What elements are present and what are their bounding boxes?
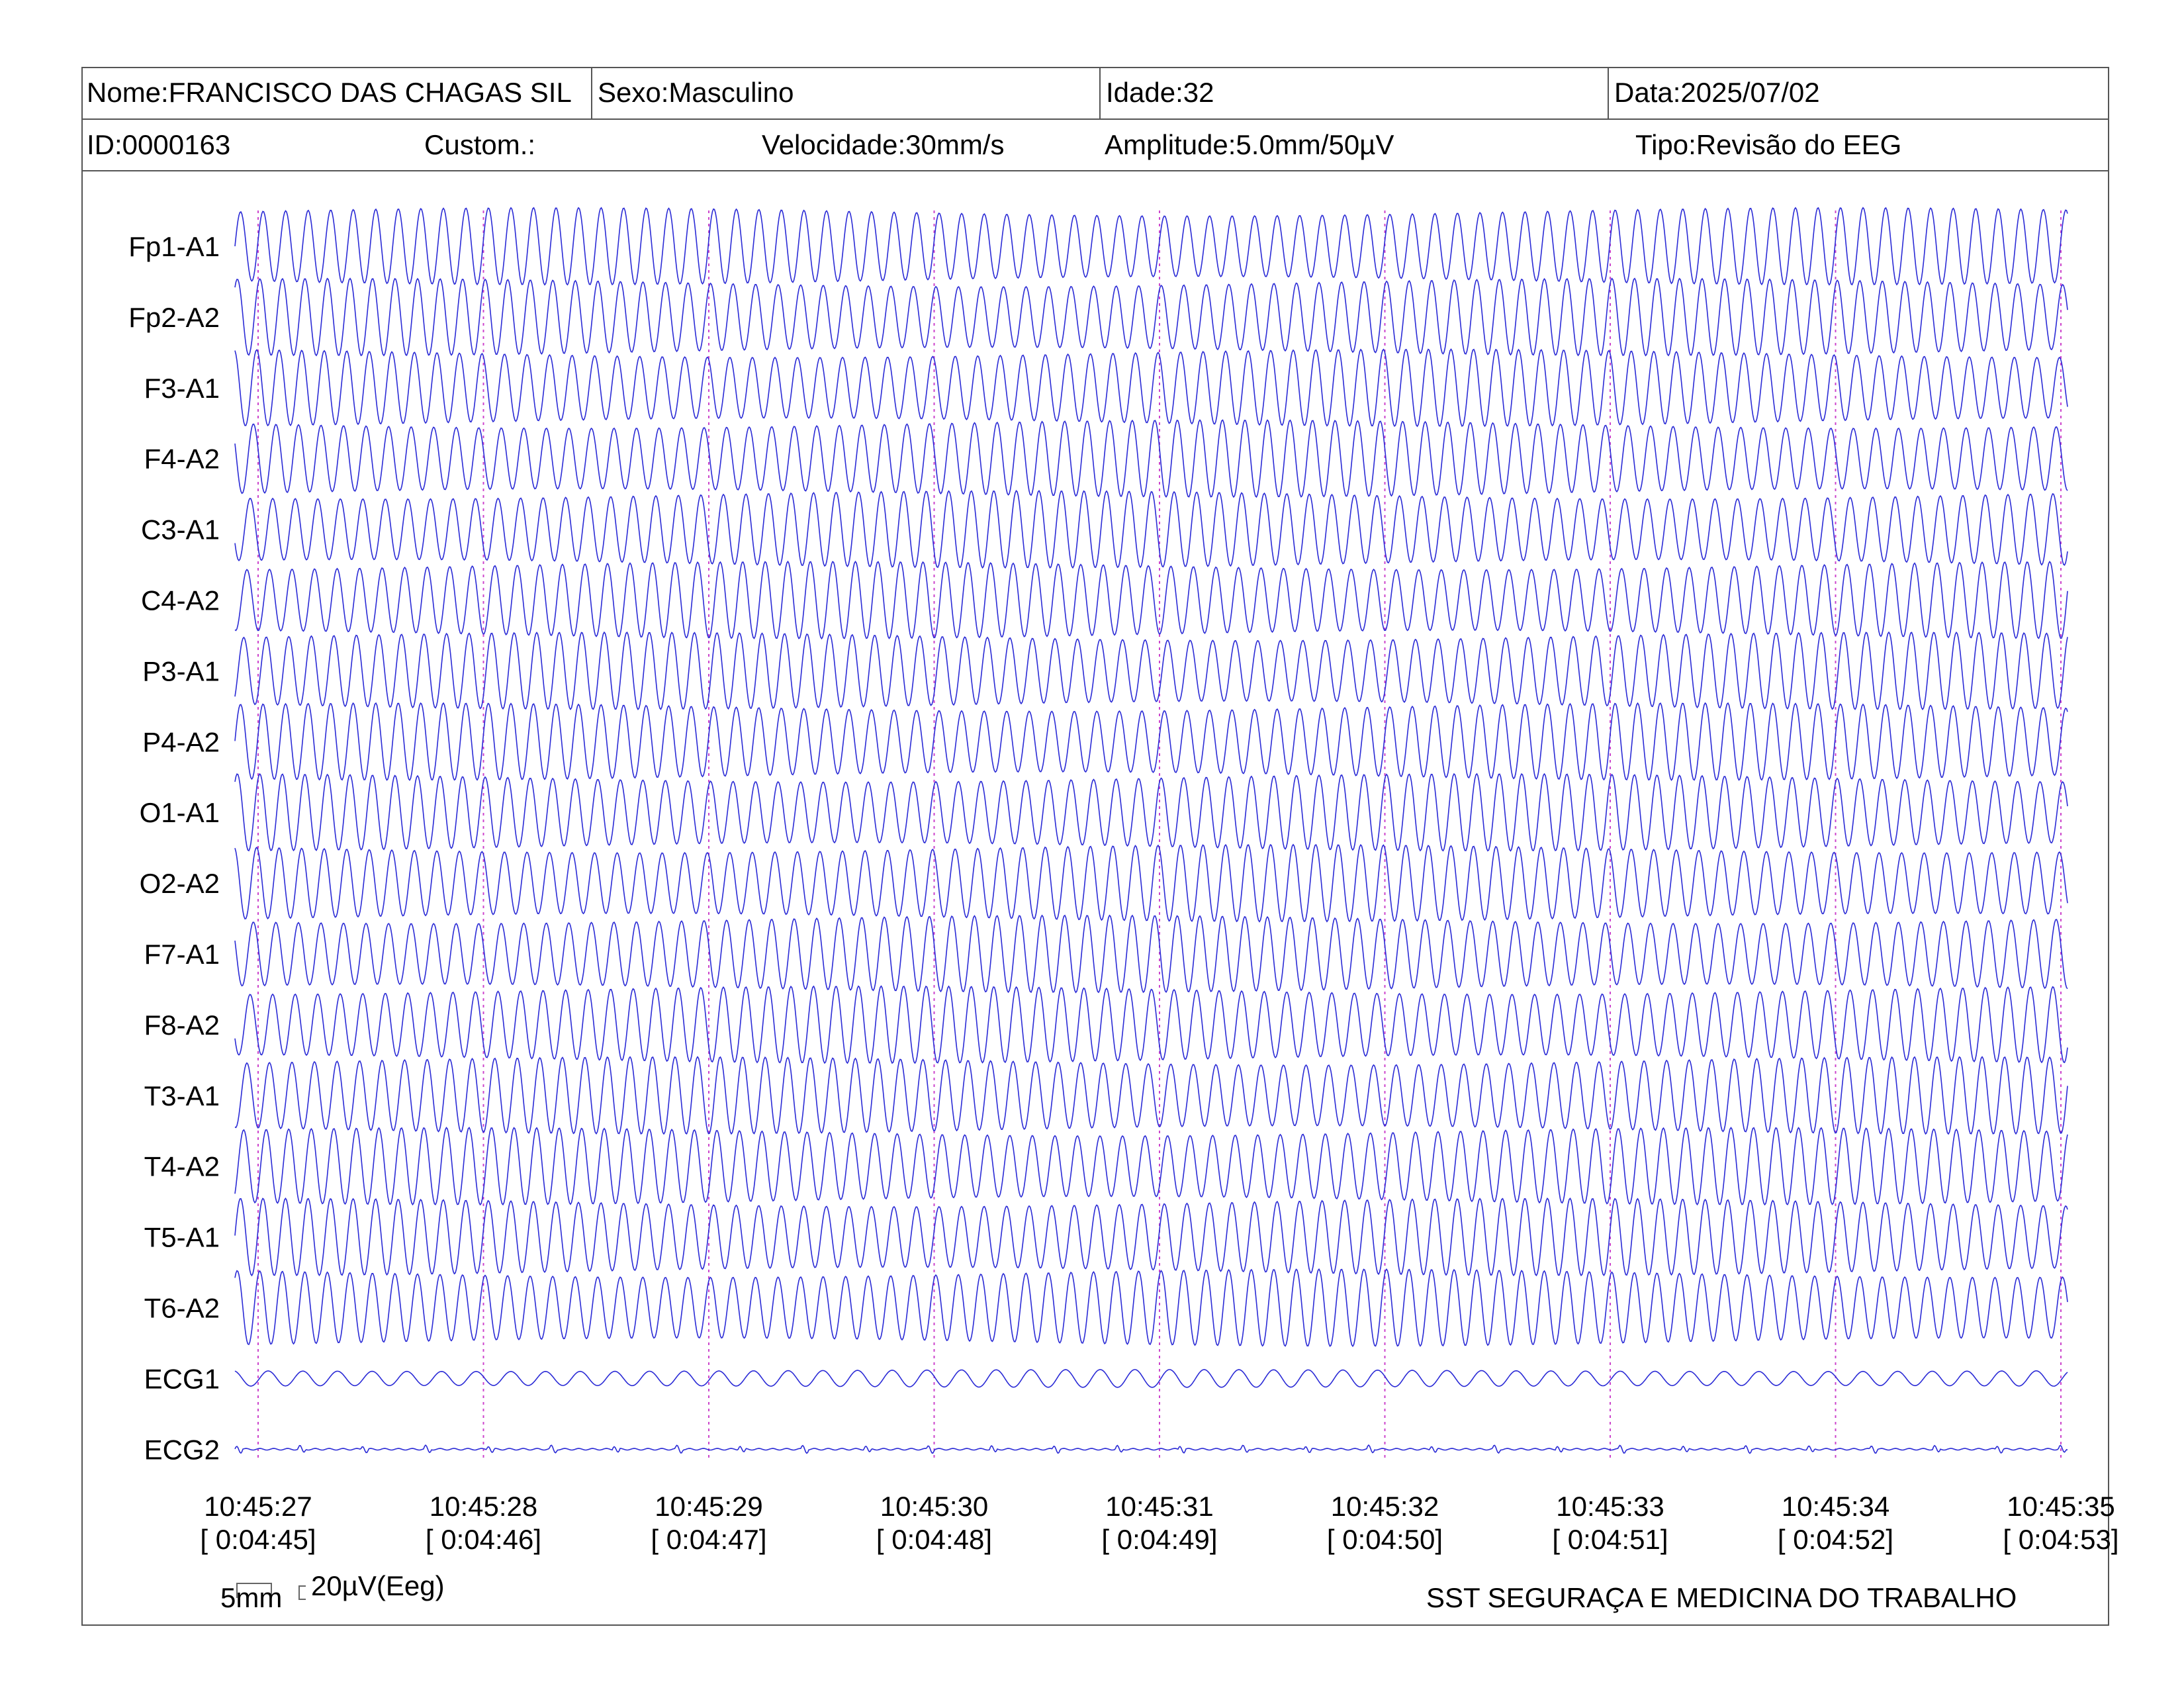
speed-setting: Velocidade:30mm/s [762, 129, 1005, 160]
channel-trace [234, 1197, 2068, 1277]
channel-labels: Fp1-A1 Fp2-A2 F3-A1 F4-A2 C3-A1 C4-A2 P3-A1 P4-… [128, 231, 220, 1465]
channel-label: Fp1-A1 [128, 231, 220, 262]
time-tick-elapsed: [ 0:04:45] [200, 1524, 316, 1555]
eeg-traces [234, 207, 2068, 1454]
channel-trace [234, 277, 2068, 357]
scale-amp-label: 20µV(Eeg) [311, 1570, 445, 1601]
scale-bar: 5mm 20µV(Eeg) [220, 1570, 445, 1613]
time-tick-clock: 10:45:34 [1782, 1491, 1890, 1522]
exam-date: Data:2025/07/02 [1608, 67, 2109, 118]
time-tick-elapsed: [ 0:04:46] [426, 1524, 541, 1555]
channel-label: P4-A2 [142, 726, 220, 757]
channel-trace [234, 631, 2068, 711]
time-tick-elapsed: [ 0:04:53] [2003, 1524, 2118, 1555]
channel-label: O1-A1 [140, 797, 220, 828]
patient-age: Idade:32 [1099, 67, 1608, 118]
channel-label: F3-A1 [144, 373, 220, 404]
channel-trace [234, 914, 2068, 994]
time-tick-clock: 10:45:31 [1105, 1491, 1214, 1522]
channel-label: F8-A2 [144, 1009, 220, 1041]
amplitude-setting: Amplitude:5.0mm/50µV [1105, 129, 1394, 160]
channel-label: ECG1 [144, 1363, 220, 1394]
channel-label: T6-A2 [144, 1293, 220, 1324]
channel-trace [234, 207, 2068, 286]
header-row-exam: ID:0000163 Custom.: Velocidade:30mm/s Am… [81, 120, 2109, 171]
header-row-patient: Nome:FRANCISCO DAS CHAGAS SIL Sexo:Mascu… [81, 67, 2109, 120]
time-tick-clock: 10:45:29 [655, 1491, 763, 1522]
channel-trace [234, 1127, 2068, 1206]
channel-trace [234, 560, 2068, 640]
channel-label: F4-A2 [144, 444, 220, 475]
channel-label: F7-A1 [144, 939, 220, 970]
time-tick-labels: 10:45:27[ 0:04:45] 10:45:28[ 0:04:46] 10:4… [200, 1491, 2118, 1555]
channel-trace [234, 348, 2068, 428]
channel-trace [234, 490, 2068, 569]
scale-time-label: 5mm [220, 1582, 282, 1613]
channel-trace [234, 1268, 2068, 1348]
channel-label: P3-A1 [142, 655, 220, 686]
channel-label: C3-A1 [141, 514, 220, 545]
channel-trace [234, 1444, 2068, 1454]
channel-label: C4-A2 [141, 585, 220, 616]
channel-trace [234, 773, 2068, 852]
patient-sex: Sexo:Masculino [591, 67, 1099, 118]
second-markers [257, 211, 2062, 1460]
channel-trace [234, 985, 2068, 1064]
organization-name: SST SEGURAÇA E MEDICINA DO TRABALHO [1426, 1582, 2017, 1613]
time-tick-clock: 10:45:28 [430, 1491, 538, 1522]
time-tick-clock: 10:45:32 [1331, 1491, 1439, 1522]
time-tick-clock: 10:45:30 [880, 1491, 989, 1522]
custom-field: Custom.: [424, 129, 536, 160]
channel-trace [234, 1056, 2068, 1135]
channel-trace [234, 1369, 2068, 1388]
patient-id: ID:0000163 [87, 129, 231, 160]
patient-name: Nome:FRANCISCO DAS CHAGAS SIL [87, 77, 572, 108]
time-tick-elapsed: [ 0:04:48] [876, 1524, 992, 1555]
time-tick-clock: 10:45:33 [1556, 1491, 1664, 1522]
channel-label: ECG2 [144, 1434, 220, 1465]
time-tick-elapsed: [ 0:04:51] [1552, 1524, 1668, 1555]
channel-label: T3-A1 [144, 1080, 220, 1111]
time-tick-elapsed: [ 0:04:49] [1101, 1524, 1217, 1555]
time-tick-elapsed: [ 0:04:47] [651, 1524, 766, 1555]
channel-label: O2-A2 [140, 868, 220, 899]
channel-label: T4-A2 [144, 1151, 220, 1182]
time-tick-clock: 10:45:27 [204, 1491, 312, 1522]
channel-label: Fp2-A2 [128, 302, 220, 333]
exam-type: Tipo:Revisão do EEG [1635, 129, 1902, 160]
channel-trace [234, 419, 2068, 498]
report-frame [81, 67, 2109, 1626]
time-tick-elapsed: [ 0:04:52] [1778, 1524, 1893, 1555]
channel-trace [234, 702, 2068, 781]
channel-trace [234, 843, 2068, 923]
time-tick-clock: 10:45:35 [2007, 1491, 2115, 1522]
channel-label: T5-A1 [144, 1222, 220, 1253]
time-tick-elapsed: [ 0:04:50] [1327, 1524, 1443, 1555]
